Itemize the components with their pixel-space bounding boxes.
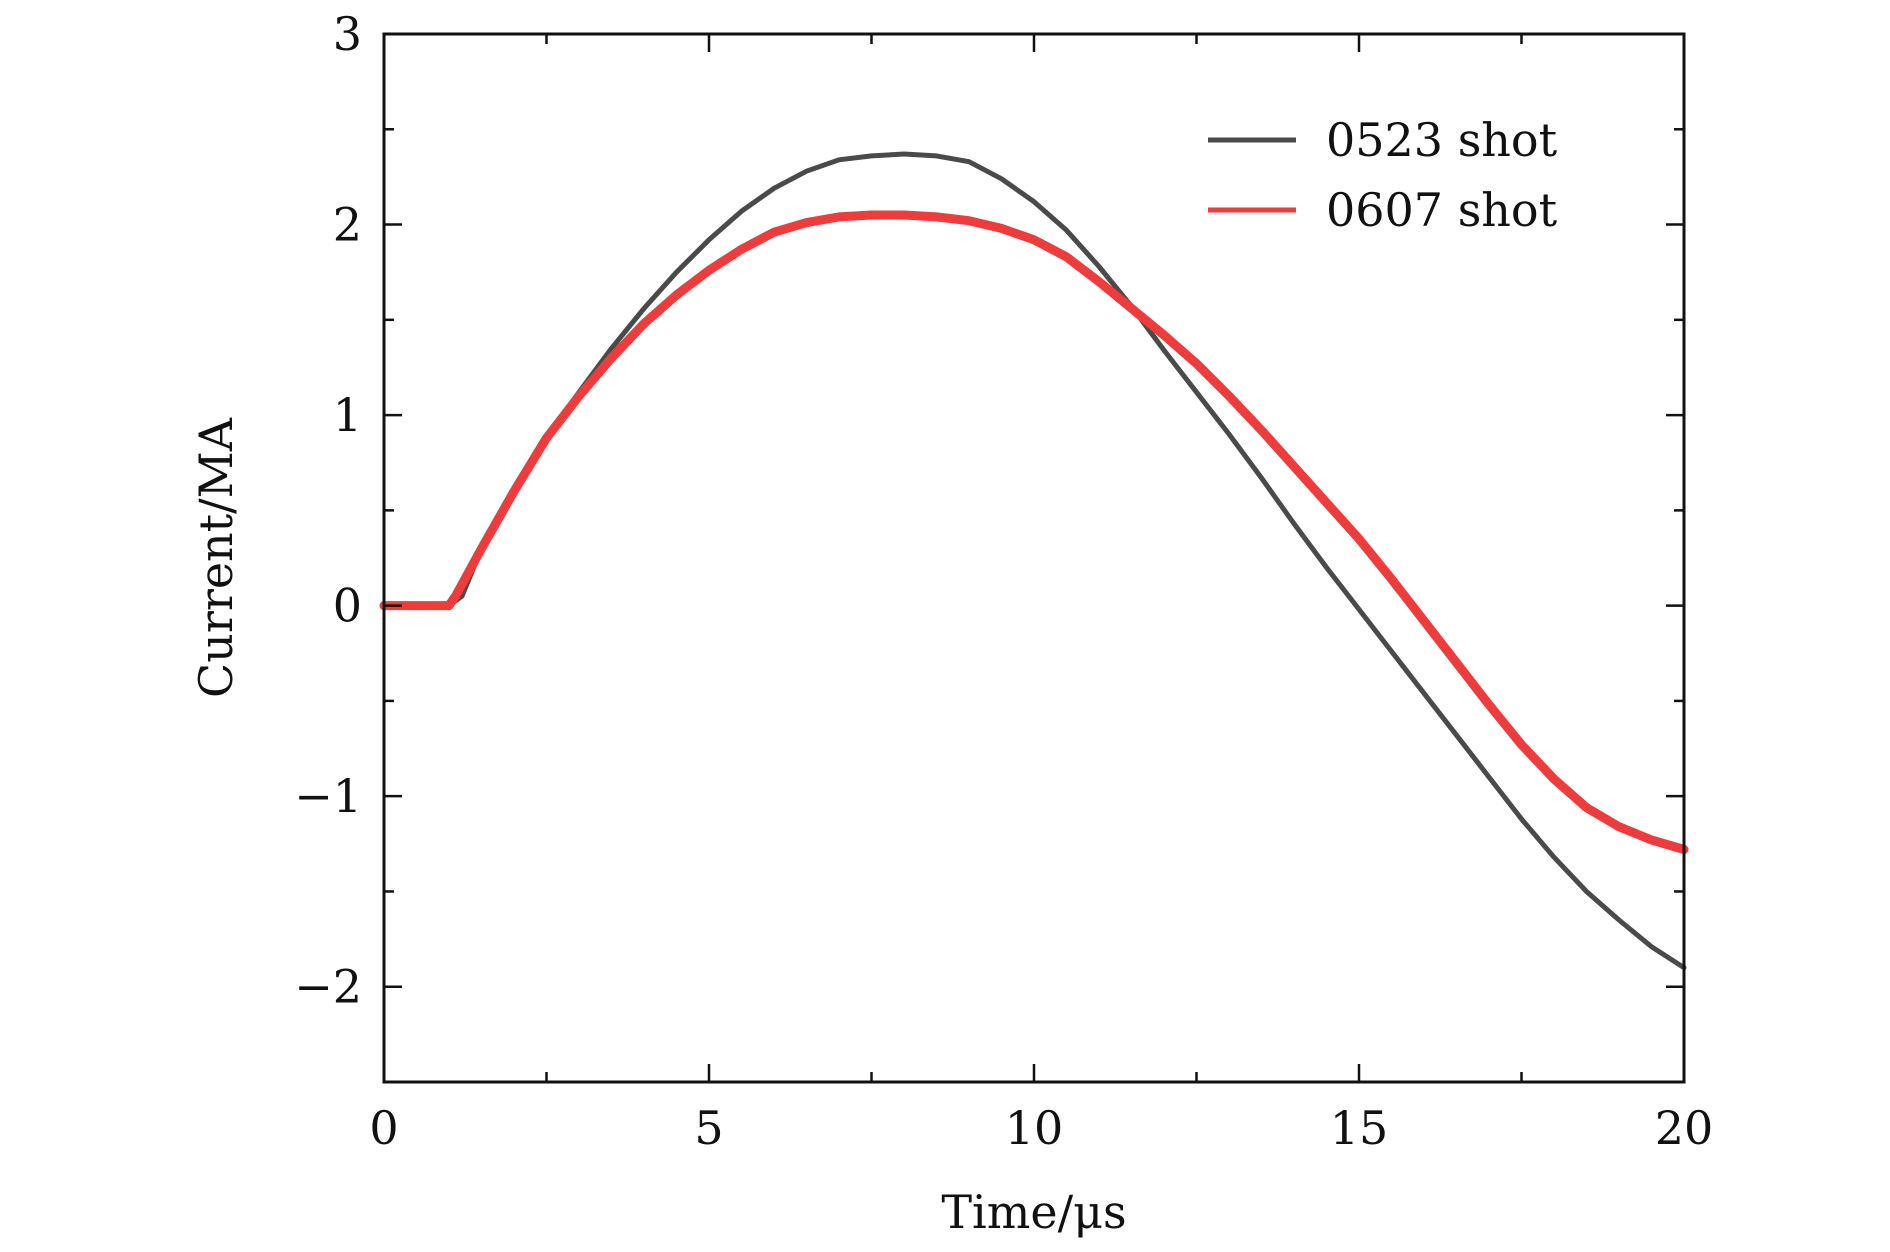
x-tick-label: 10 [1005, 1101, 1064, 1155]
y-tick-label: 3 [333, 7, 362, 61]
x-tick-label: 15 [1330, 1101, 1389, 1155]
y-tick-label: 2 [333, 198, 362, 252]
series-layer [379, 151, 1689, 971]
legend-item: 0607 shot [1208, 183, 1558, 237]
x-tick-label: 5 [694, 1101, 723, 1155]
x-tick-label: 0 [369, 1101, 398, 1155]
tick-labels-layer: 0 5 10 15 20 −2 −1 0 1 2 3 [294, 7, 1713, 1155]
legend-label: 0607 shot [1326, 183, 1558, 237]
y-tick-label: 1 [333, 388, 362, 442]
y-tick-label: −1 [294, 769, 362, 823]
y-axis-title: Current/MA [189, 417, 243, 698]
legend: 0523 shot 0607 shot [1208, 113, 1558, 237]
legend-label: 0523 shot [1326, 113, 1558, 167]
x-tick-label: 20 [1655, 1101, 1714, 1155]
y-tick-label: −2 [294, 960, 362, 1014]
legend-item: 0523 shot [1208, 113, 1558, 167]
y-tick-label: 0 [333, 579, 362, 633]
x-axis-title: Time/μs [941, 1185, 1126, 1239]
series-line-0607-shot [379, 210, 1689, 854]
ticks-layer [382, 32, 1686, 1084]
